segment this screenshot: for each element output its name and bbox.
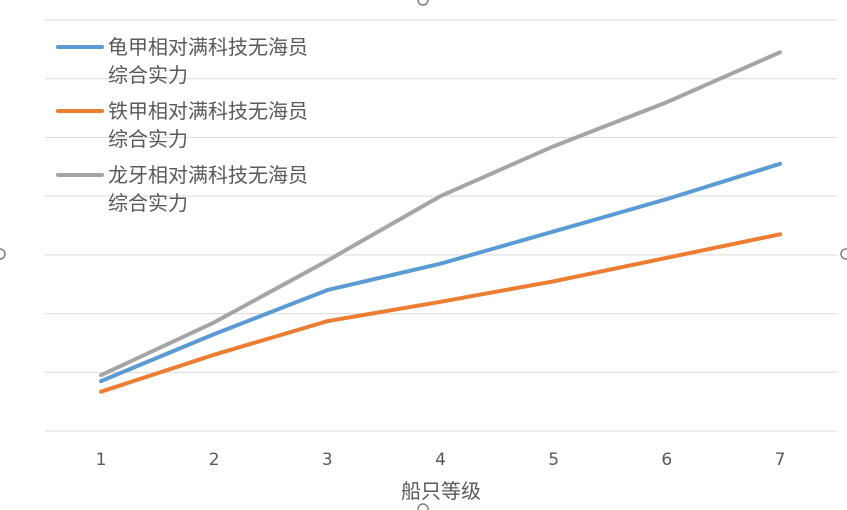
x-tick-label: 5 bbox=[548, 450, 559, 470]
resize-handle[interactable] bbox=[840, 248, 847, 260]
resize-handle[interactable] bbox=[0, 248, 6, 260]
series-line-2 bbox=[99, 232, 782, 394]
legend-label: 龙牙相对满科技无海员 bbox=[108, 163, 308, 187]
x-axis-ticks: 1 2 3 4 5 6 7 bbox=[96, 450, 786, 470]
legend-label: 综合实力 bbox=[108, 191, 188, 215]
legend-label: 综合实力 bbox=[108, 63, 188, 87]
series-lines bbox=[99, 50, 782, 394]
x-tick-label: 4 bbox=[435, 450, 446, 470]
x-tick-label: 3 bbox=[322, 450, 333, 470]
legend-label: 铁甲相对满科技无海员 bbox=[108, 99, 308, 123]
resize-handle[interactable] bbox=[417, 0, 429, 6]
legend-label: 综合实力 bbox=[108, 127, 188, 151]
x-tick-label: 2 bbox=[209, 450, 220, 470]
x-tick-label: 1 bbox=[96, 450, 107, 470]
legend: 龟甲相对满科技无海员综合实力铁甲相对满科技无海员综合实力龙牙相对满科技无海员综合… bbox=[56, 35, 308, 215]
x-tick-label: 6 bbox=[661, 450, 672, 470]
legend-label: 龟甲相对满科技无海员 bbox=[108, 35, 308, 59]
x-tick-label: 7 bbox=[775, 450, 786, 470]
series-line-1 bbox=[99, 161, 782, 384]
series-line-3 bbox=[99, 50, 782, 378]
x-axis-title: 船只等级 bbox=[401, 479, 481, 503]
resize-handle[interactable] bbox=[417, 503, 429, 510]
